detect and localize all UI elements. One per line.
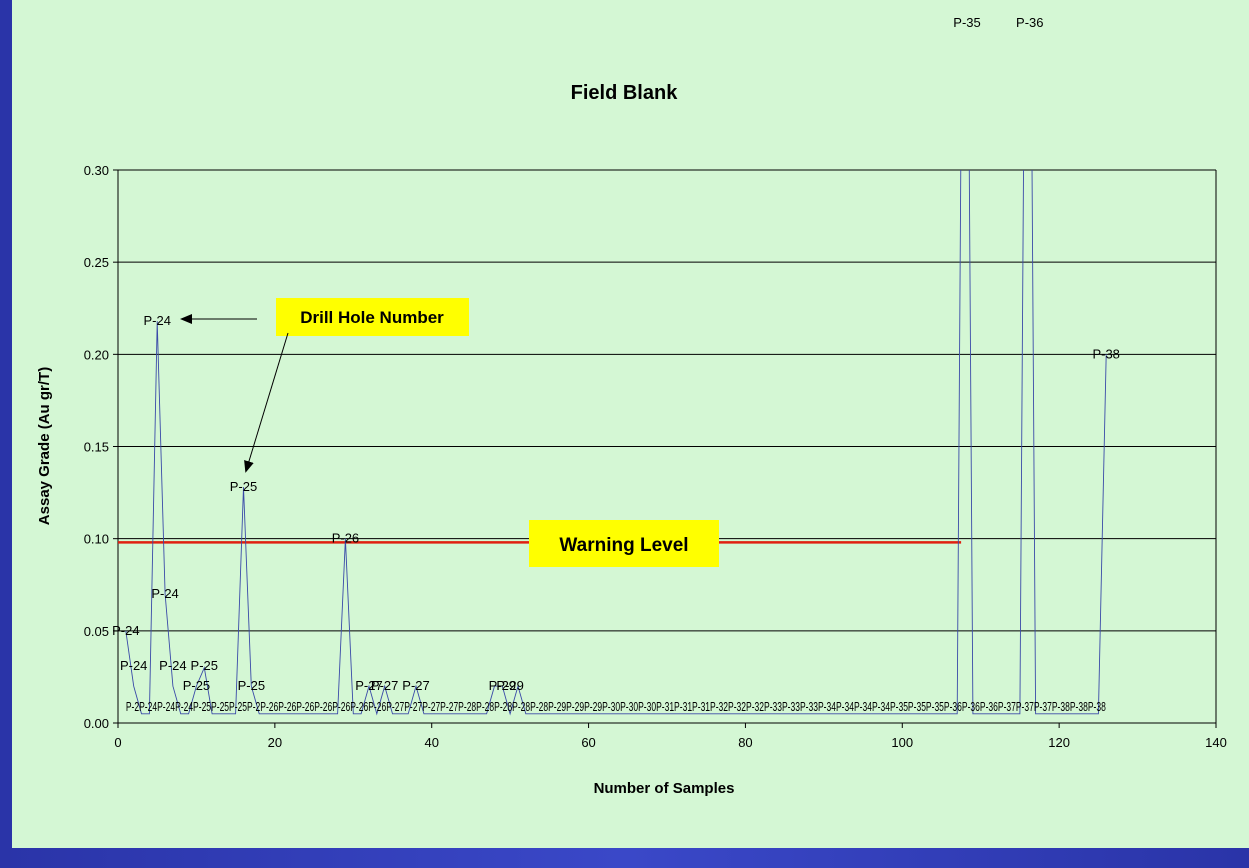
point-label: P-24 bbox=[112, 623, 139, 638]
y-tick-label: 0.10 bbox=[84, 532, 109, 547]
arrow-to-p25 bbox=[244, 332, 289, 473]
y-tick-label: 0.15 bbox=[84, 440, 109, 455]
y-tick-label: 0.05 bbox=[84, 624, 109, 639]
point-label: P-25 bbox=[191, 658, 218, 673]
point-label: P-24 bbox=[159, 658, 186, 673]
axes bbox=[113, 169, 1217, 728]
point-label: P-25 bbox=[238, 678, 265, 693]
top-label: P-36 bbox=[1016, 15, 1043, 30]
x-tick-label: 120 bbox=[1048, 735, 1070, 750]
point-label: P-27 bbox=[355, 678, 382, 693]
data-series bbox=[125, 170, 1107, 716]
y-tick-label: 0.20 bbox=[84, 347, 109, 362]
x-tick-label: 60 bbox=[581, 735, 595, 750]
x-axis-title: Number of Samples bbox=[594, 780, 735, 797]
point-label: P-27 bbox=[402, 678, 429, 693]
point-labels: P-24 P-24 P-24 P-24 P-24 P-25 P-25 P-25 P-25 P-26… bbox=[112, 15, 1120, 714]
y-tick-label: 0.25 bbox=[84, 255, 109, 270]
x-tick-label: 20 bbox=[268, 735, 282, 750]
point-label: P-29 bbox=[489, 678, 516, 693]
chart-panel bbox=[12, 0, 1249, 848]
x-tick-label: 140 bbox=[1205, 735, 1227, 750]
warning-level-label: Warning Level bbox=[559, 535, 688, 556]
point-label: P-38 bbox=[1092, 346, 1119, 361]
baseline-labels: P-2P-24P-24P-24P-25P-25P-25P-2P-26P-26P-… bbox=[126, 699, 1106, 714]
x-tick-label: 100 bbox=[891, 735, 913, 750]
point-label: P-25 bbox=[183, 678, 210, 693]
point-label: P-24 bbox=[143, 313, 170, 328]
point-label: P-25 bbox=[230, 479, 257, 494]
point-label: P-29 bbox=[496, 678, 523, 693]
x-tick-label: 80 bbox=[738, 735, 752, 750]
y-tick-label: 0.30 bbox=[84, 163, 109, 178]
drill-hole-number-label: Drill Hole Number bbox=[300, 308, 444, 327]
x-tick-label: 40 bbox=[424, 735, 438, 750]
point-label: P-27 bbox=[371, 678, 398, 693]
point-label: P-24 bbox=[120, 658, 147, 673]
drill-hole-number-box bbox=[276, 298, 469, 336]
chart-title: Field Blank bbox=[571, 82, 679, 104]
point-label: P-24 bbox=[151, 586, 178, 601]
x-tick-label: 0 bbox=[114, 735, 121, 750]
top-label: P-35 bbox=[953, 15, 980, 30]
callouts: Warning Level Drill Hole Number bbox=[180, 298, 719, 567]
point-label: P-26 bbox=[332, 531, 359, 546]
y-axis-title: Assay Grade (Au gr/T) bbox=[36, 367, 53, 525]
y-tick-label: 0.00 bbox=[84, 716, 109, 731]
tick-labels: 0.00 0.05 0.10 0.15 0.20 0.25 0.30 0 20 40 60 80 100… bbox=[84, 163, 1227, 750]
warning-level-box bbox=[529, 520, 719, 567]
series-line bbox=[125, 170, 1107, 716]
